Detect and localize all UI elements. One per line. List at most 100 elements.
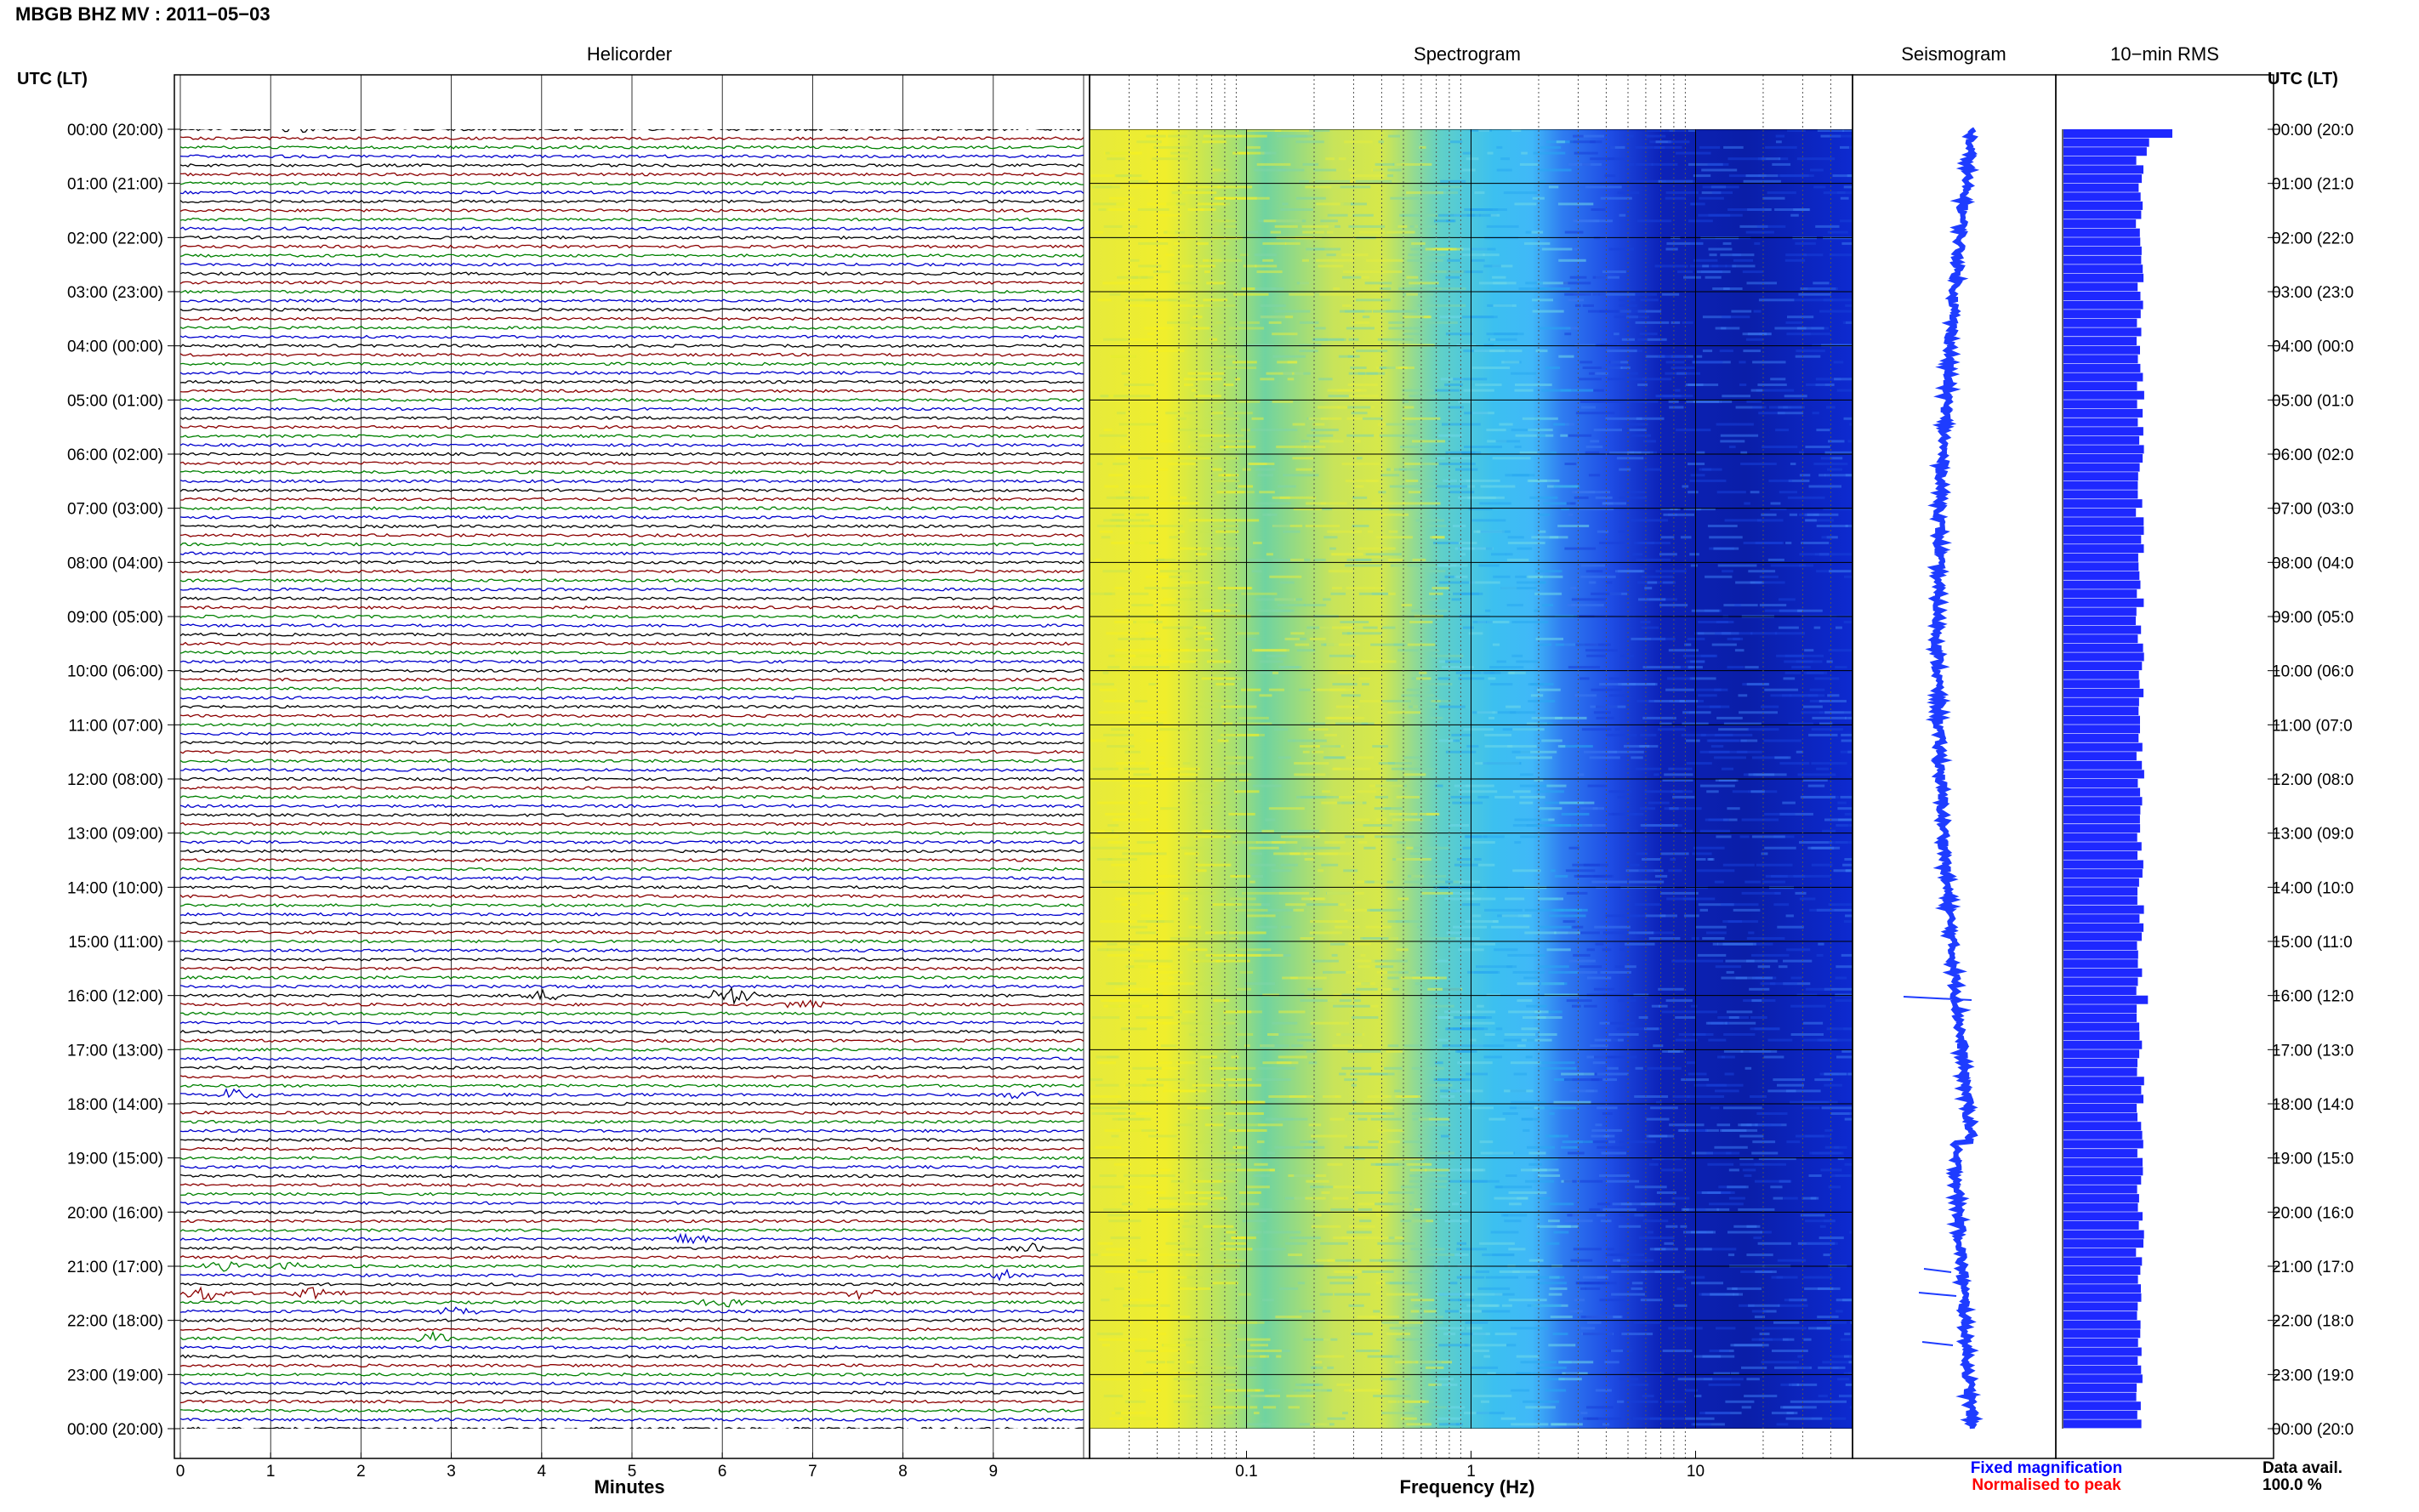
rms-bar <box>2063 1275 2138 1284</box>
rms-bar <box>2063 878 2139 887</box>
helicorder-trace <box>179 371 1084 376</box>
rms-bar <box>2063 1122 2142 1131</box>
helicorder-trace <box>180 1119 1084 1124</box>
hour-label: 10:00 (06:0 <box>2272 663 2354 681</box>
helicorder-trace <box>179 217 1084 222</box>
helicorder-trace <box>179 587 1084 592</box>
hour-label: 01:00 (21:00) <box>67 176 163 194</box>
helicorder-trace <box>179 1282 1084 1287</box>
helicorder-trace <box>179 1318 1084 1323</box>
helicorder-trace <box>179 235 1084 240</box>
rms-bar <box>2063 553 2138 562</box>
helicorder-trace <box>179 632 1084 637</box>
hour-label: 08:00 (04:0 <box>2272 554 2354 572</box>
rms-bar <box>2063 1013 2137 1022</box>
rms-bar <box>2063 183 2139 192</box>
seismogram-spike <box>1903 996 1972 1001</box>
helicorder-trace <box>179 605 1084 610</box>
rms-bar <box>2063 1085 2142 1094</box>
minutes-axis: 0 1 2 3 4 5 6 7 8 9 <box>176 1452 998 1481</box>
helicorder-trace <box>179 1074 1084 1079</box>
rms-bar <box>2063 427 2143 436</box>
rms-bar <box>2063 887 2137 896</box>
rms-bar <box>2063 517 2144 526</box>
helicorder-trace <box>179 804 1084 809</box>
frequency-tick-label: 10 <box>1687 1463 1705 1481</box>
helicorder-trace <box>179 352 1084 357</box>
rms-bar <box>2063 643 2143 652</box>
frequency-axis-label: Frequency (Hz) <box>1400 1476 1535 1498</box>
helicorder-trace <box>179 821 1084 827</box>
helicorder-trace <box>179 226 1084 231</box>
helicorder-trace <box>179 442 1084 447</box>
rms-bar <box>2063 580 2141 589</box>
helicorder-trace <box>179 281 1084 285</box>
helicorder-trace <box>179 379 1084 384</box>
hour-label: 06:00 (02:0 <box>2272 446 2354 464</box>
seismogram-title: Seismogram <box>1901 43 2006 65</box>
hour-label: 05:00 (01:00) <box>67 392 163 410</box>
frequency-axis: 0.1 1 10 <box>1235 1451 1705 1481</box>
hour-label: 00:00 (20:0 <box>2272 122 2354 139</box>
rms-frame <box>2055 74 2274 1459</box>
spectrogram-panel <box>1089 74 1853 1459</box>
rms-bar <box>2063 255 2142 264</box>
hour-label: 03:00 (23:00) <box>67 284 163 302</box>
hour-label: 12:00 (08:0 <box>2272 771 2354 789</box>
helicorder-trace <box>179 1020 1084 1025</box>
helicorder-trace <box>179 208 1084 213</box>
helicorder-trace <box>179 596 1084 601</box>
hour-label: 06:00 (02:00) <box>67 446 163 464</box>
helicorder-trace <box>179 424 1084 429</box>
minute-tick-label: 3 <box>447 1463 456 1481</box>
helicorder-trace <box>179 1254 1084 1259</box>
rms-bar <box>2063 652 2144 662</box>
helicorder-trace <box>179 181 1084 186</box>
rms-bar <box>2063 905 2144 914</box>
helicorder-trace <box>179 731 1084 736</box>
helicorder-trace <box>179 614 1084 619</box>
rms-bar <box>2063 932 2142 941</box>
helicorder-trace <box>179 307 1084 312</box>
rms-bar <box>2063 1230 2144 1239</box>
hour-label: 02:00 (22:00) <box>67 230 163 247</box>
rms-bar <box>2063 1167 2143 1176</box>
helicorder-trace <box>179 1363 1084 1368</box>
helicorder-trace <box>179 839 1084 844</box>
rms-bar <box>2063 372 2143 382</box>
rms-bar <box>2063 1419 2142 1429</box>
helicorder-trace <box>179 986 1084 1006</box>
rms-bar <box>2063 824 2141 833</box>
helicorder-trace <box>179 397 1084 402</box>
helicorder-trace <box>179 542 1084 547</box>
rms-bar <box>2063 472 2138 481</box>
helicorder-trace <box>179 1066 1084 1070</box>
helicorder-trace <box>179 1417 1084 1422</box>
hour-label: 01:00 (21:0 <box>2272 176 2354 194</box>
rms-bar <box>2063 201 2143 210</box>
helicorder-trace <box>179 406 1084 412</box>
hour-label: 21:00 (17:00) <box>67 1259 163 1276</box>
rms-bar <box>2063 1383 2137 1392</box>
rms-bar <box>2063 1257 2143 1266</box>
helicorder-trace <box>179 999 1084 1009</box>
rms-bar <box>2063 490 2138 499</box>
rms-bar <box>2063 1220 2139 1230</box>
rms-bar <box>2063 815 2140 824</box>
right-axis-header: UTC (LT) <box>2268 70 2338 88</box>
helicorder-trace <box>179 154 1084 159</box>
hour-label: 07:00 (03:0 <box>2272 501 2354 519</box>
rms-bar <box>2063 264 2143 274</box>
rms-bar <box>2063 1401 2141 1411</box>
rms-bar <box>2063 1410 2137 1419</box>
rms-bar <box>2063 1067 2137 1077</box>
hour-label: 07:00 (03:00) <box>67 501 163 519</box>
helicorder-trace <box>179 722 1084 727</box>
rms-bar <box>2063 526 2144 535</box>
hour-label: 20:00 (16:00) <box>67 1204 163 1222</box>
seismogram-spike <box>1918 1292 1957 1297</box>
helicorder-trace <box>179 298 1084 304</box>
helicorder-trace <box>179 326 1084 330</box>
rms-bar <box>2063 625 2142 634</box>
helicorder-trace <box>179 1354 1084 1359</box>
